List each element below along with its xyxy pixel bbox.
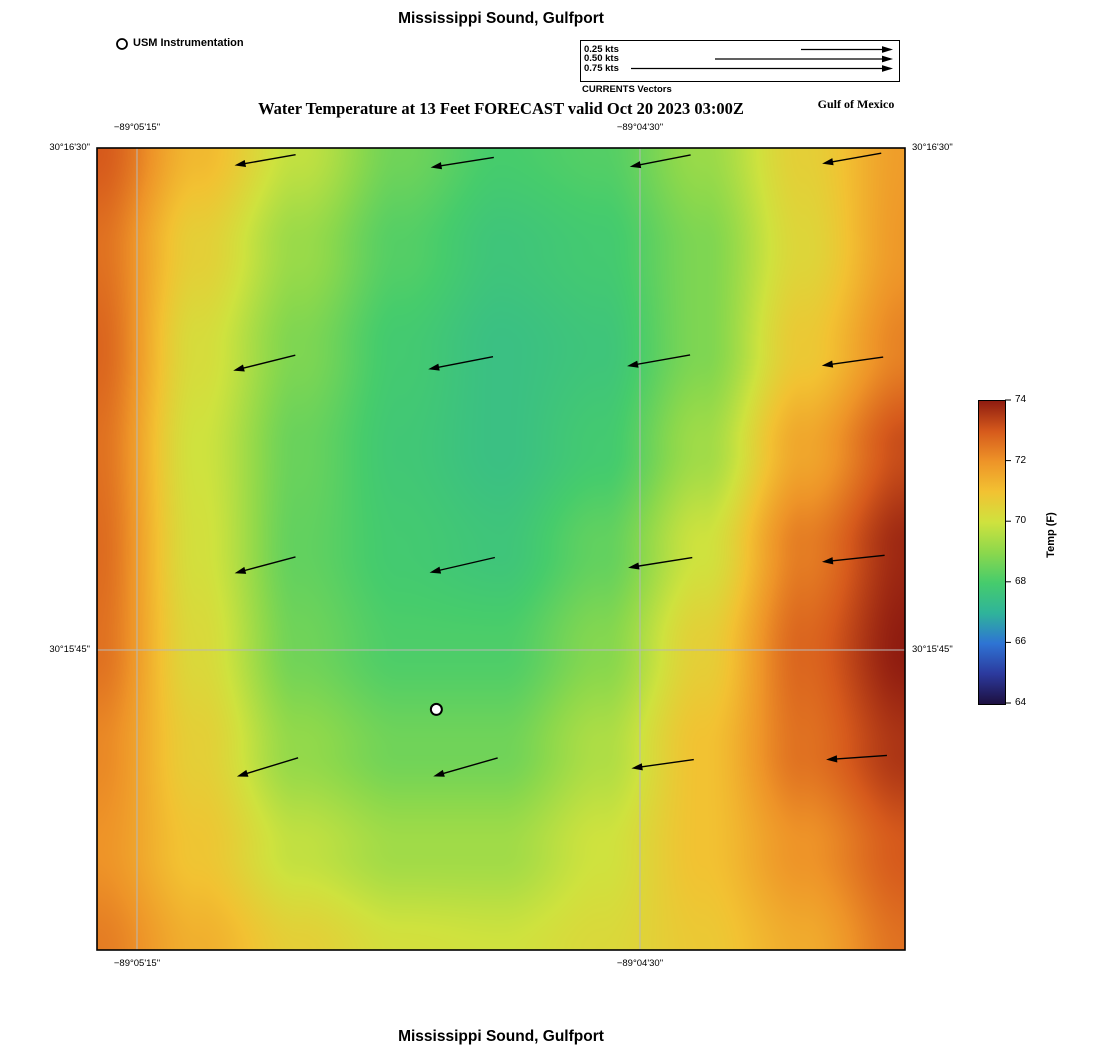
instrument-marker (429, 702, 443, 716)
legend-vector-head (882, 55, 893, 63)
current-vector-head (430, 162, 443, 170)
current-vector-head (236, 769, 249, 777)
instrument-legend-label: USM Instrumentation (133, 37, 244, 49)
current-vector-shaft (833, 754, 887, 760)
lat-tick-label-right: 30°15'45" (912, 644, 953, 656)
region-label: Gulf of Mexico (817, 97, 895, 111)
colorbar-tick-label: 66 (1015, 636, 1027, 648)
current-vector-shaft (239, 354, 296, 370)
current-vector-head (629, 161, 642, 169)
vector-legend-entry-label: 0.25 kts (584, 43, 619, 55)
current-vector-shaft (434, 355, 494, 369)
vector-legend-entry-label: 0.75 kts (584, 62, 619, 74)
lon-tick-label-top: −89°05'15" (113, 122, 161, 133)
current-vector-head (233, 364, 245, 372)
colorbar-tick-label: 74 (1015, 394, 1027, 405)
lon-tick-label-bottom: −89°05'15" (113, 958, 161, 969)
legend-vector-head (882, 65, 893, 72)
legend-vector-head (882, 46, 893, 53)
top-title: Mississippi Sound, Gulfport (398, 10, 604, 27)
current-vector-shaft (828, 356, 884, 366)
current-vector-head (429, 566, 442, 574)
plot-subtitle: Water Temperature at 13 Feet FORECAST va… (258, 99, 744, 118)
instrument-legend-marker (116, 38, 128, 50)
lon-tick-label-top: −89°04'30" (616, 122, 664, 133)
current-vector-head (821, 360, 834, 368)
colorbar-tick-label: 68 (1015, 575, 1027, 587)
current-vector-head (631, 763, 643, 771)
current-vector-head (826, 755, 838, 763)
current-vector-head (821, 557, 834, 565)
lat-tick-label-right: 30°16'30" (912, 142, 953, 153)
colorbar-tick-label: 70 (1015, 515, 1027, 527)
colorbar-tick-label: 64 (1015, 697, 1027, 708)
current-vector-shaft (439, 757, 498, 776)
current-vector-shaft (436, 556, 496, 572)
current-vector-head (234, 566, 247, 574)
current-vector-shaft (241, 153, 296, 165)
current-vector-shaft (634, 556, 693, 568)
current-vector-shaft (636, 154, 691, 167)
colorbar (978, 400, 1006, 705)
current-vector-shaft (437, 156, 494, 168)
current-vector-shaft (241, 556, 296, 573)
map-frame (96, 147, 906, 951)
vector-legend-box (580, 40, 900, 82)
current-vector-head (628, 562, 640, 570)
current-vector-head (433, 769, 445, 777)
colorbar-tick-label: 72 (1015, 454, 1027, 466)
current-vector-shaft (638, 758, 694, 769)
current-vector-shaft (828, 554, 885, 562)
lon-tick-label-bottom: −89°04'30" (616, 958, 664, 969)
current-vector-shaft (828, 152, 882, 164)
current-vector-head (627, 360, 639, 368)
current-vector-head (428, 363, 440, 371)
current-vector-head (234, 159, 246, 168)
current-vector-shaft (243, 757, 299, 776)
bottom-title: Mississippi Sound, Gulfport (398, 1028, 604, 1045)
vector-legend-entry-label: 0.50 kts (584, 53, 619, 64)
current-vector-shaft (633, 354, 691, 366)
vector-legend-title: CURRENTS Vectors (582, 84, 672, 95)
temperature-heatmap (97, 148, 905, 950)
current-vector-head (822, 158, 834, 166)
lat-tick-label-left: 30°15'45" (49, 644, 90, 656)
lat-tick-label-left: 30°16'30" (49, 142, 90, 153)
